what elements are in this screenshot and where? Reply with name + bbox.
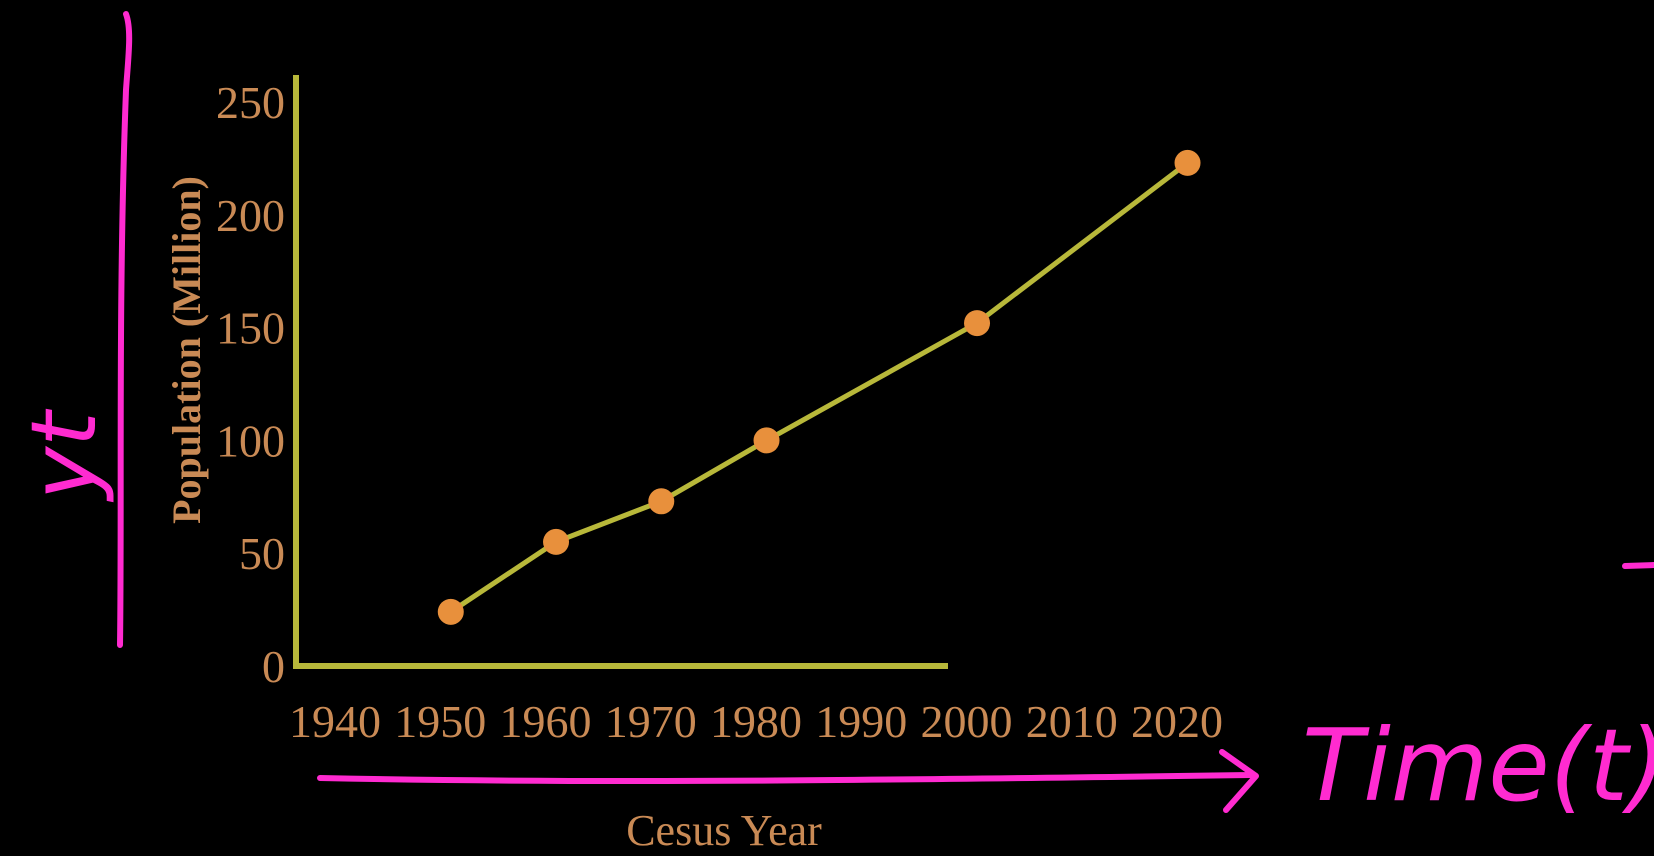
series-line [449,160,1190,614]
x-axis-ink-note: Time(t) [1302,707,1654,824]
x-tick-label: 1990 [815,696,907,747]
data-point [648,488,675,515]
axes [293,75,948,669]
x-tick-label: 1970 [605,696,697,747]
x-axis-title: Cesus Year [626,806,822,855]
data-point [543,528,570,555]
handwritten-annotations: yt Time(t) [12,11,1654,824]
edge-ink-mark [1622,562,1654,569]
series [437,149,1201,625]
x-tick-label: 1960 [500,696,592,747]
data-point [753,427,780,454]
y-tick-label: 0 [262,641,285,692]
x-tick-label: 2010 [1026,696,1118,747]
x-tick-label: 1980 [710,696,802,747]
data-point [437,598,464,625]
y-axis-ink-note: yt [12,408,117,503]
x-axis-ink-arrow [317,749,1259,813]
y-axis-title: Population (Million) [164,176,209,524]
y-tick-label: 250 [216,77,285,128]
data-point [1174,149,1201,176]
data-point [964,310,991,337]
tick-labels: 0 50 100 150 200 250 1940 1950 1960 1970 1980 1990 2… [216,77,1223,747]
x-tick-label: 1950 [394,696,486,747]
y-tick-label: 200 [216,190,285,241]
x-tick-label: 1940 [289,696,381,747]
y-tick-label: 100 [216,415,285,466]
x-tick-label: 2000 [921,696,1013,747]
y-tick-label: 150 [216,303,285,354]
y-tick-label: 50 [239,528,285,579]
y-axis-ink-line [117,11,133,648]
x-tick-label: 2020 [1131,696,1223,747]
